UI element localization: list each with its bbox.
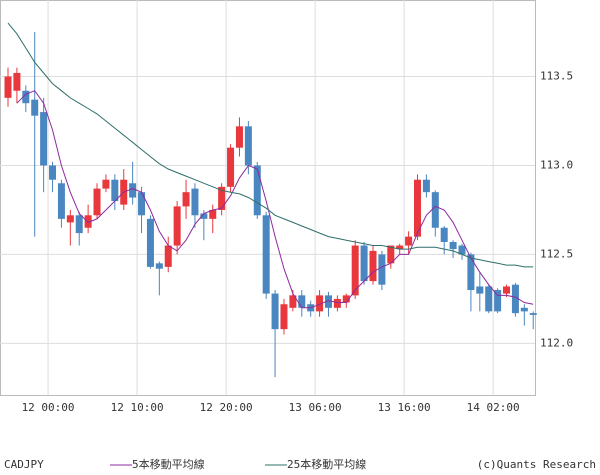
candle-body (271, 293, 279, 330)
candle-body (529, 313, 537, 315)
y-tick-label: 113.5 (540, 70, 573, 83)
candle-body (173, 206, 181, 246)
candle-body (369, 250, 377, 282)
candle-body (360, 245, 368, 282)
candle-body (227, 147, 235, 187)
candle-body (129, 183, 137, 198)
candle-body (440, 227, 448, 242)
candle-body (396, 245, 404, 250)
candle-body (253, 165, 261, 216)
candle-body (262, 215, 270, 294)
credit: (c)Quants Research (477, 458, 596, 471)
candle-body (405, 236, 413, 246)
x-tick-label: 12 00:00 (22, 401, 75, 414)
candle-body (485, 286, 493, 312)
candle-body (31, 99, 39, 116)
candle-body (138, 192, 146, 216)
candle-body (351, 245, 359, 296)
x-tick-label: 12 20:00 (200, 401, 253, 414)
candle-body (75, 215, 83, 234)
candle-body (431, 192, 439, 228)
y-tick-label: 113.0 (540, 158, 573, 171)
moving-average-line (7, 22, 534, 268)
candle-body (235, 126, 243, 148)
candle-body (49, 165, 57, 180)
candle-body (209, 209, 217, 219)
candle-body (280, 304, 288, 330)
candle-body (520, 307, 528, 312)
candle-body (458, 245, 466, 255)
candle-body (298, 295, 306, 308)
plot-frame (0, 0, 536, 396)
candle-body (4, 76, 12, 98)
candle-body (22, 90, 30, 104)
candle-body (40, 112, 48, 166)
candle-body (467, 254, 475, 291)
candle-body (182, 192, 190, 207)
candle-body (333, 298, 341, 308)
x-tick-label: 12 10:00 (111, 401, 164, 414)
candle-body (57, 183, 65, 219)
candle-body (494, 290, 502, 312)
symbol: CADJPY (4, 458, 44, 471)
legend-label: 5本移動平均線 (132, 457, 205, 471)
candle-body (164, 245, 172, 267)
x-tick-label: 14 02:00 (467, 401, 520, 414)
candle-body (84, 215, 92, 228)
candle-body (413, 179, 421, 237)
candle-body (102, 179, 110, 189)
candle-body (200, 213, 208, 219)
candle-body (289, 295, 297, 308)
candle-body (66, 215, 74, 223)
candle-body (476, 286, 484, 294)
candle-body (155, 263, 163, 269)
candle-body (342, 295, 350, 303)
candle-body (422, 179, 430, 193)
candle-body (324, 295, 332, 308)
candle-body (146, 218, 154, 267)
legend-label: 25本移動平均線 (287, 457, 366, 471)
candle-body (316, 295, 324, 312)
y-tick-label: 112.5 (540, 247, 573, 260)
candle-body (511, 284, 519, 314)
candle-body (218, 186, 226, 210)
candle-body (378, 254, 386, 285)
candle-body (244, 126, 252, 166)
candle-body (191, 188, 199, 216)
candle-body (13, 72, 21, 91)
candle-body (93, 188, 101, 216)
candle-body (111, 179, 119, 202)
x-tick-label: 13 06:00 (289, 401, 342, 414)
candle-body (503, 286, 511, 294)
candle-body (449, 241, 457, 250)
y-tick-label: 112.0 (540, 336, 573, 349)
moving-average-line (16, 90, 534, 309)
x-tick-label: 13 16:00 (378, 401, 431, 414)
candle-body (387, 245, 395, 264)
